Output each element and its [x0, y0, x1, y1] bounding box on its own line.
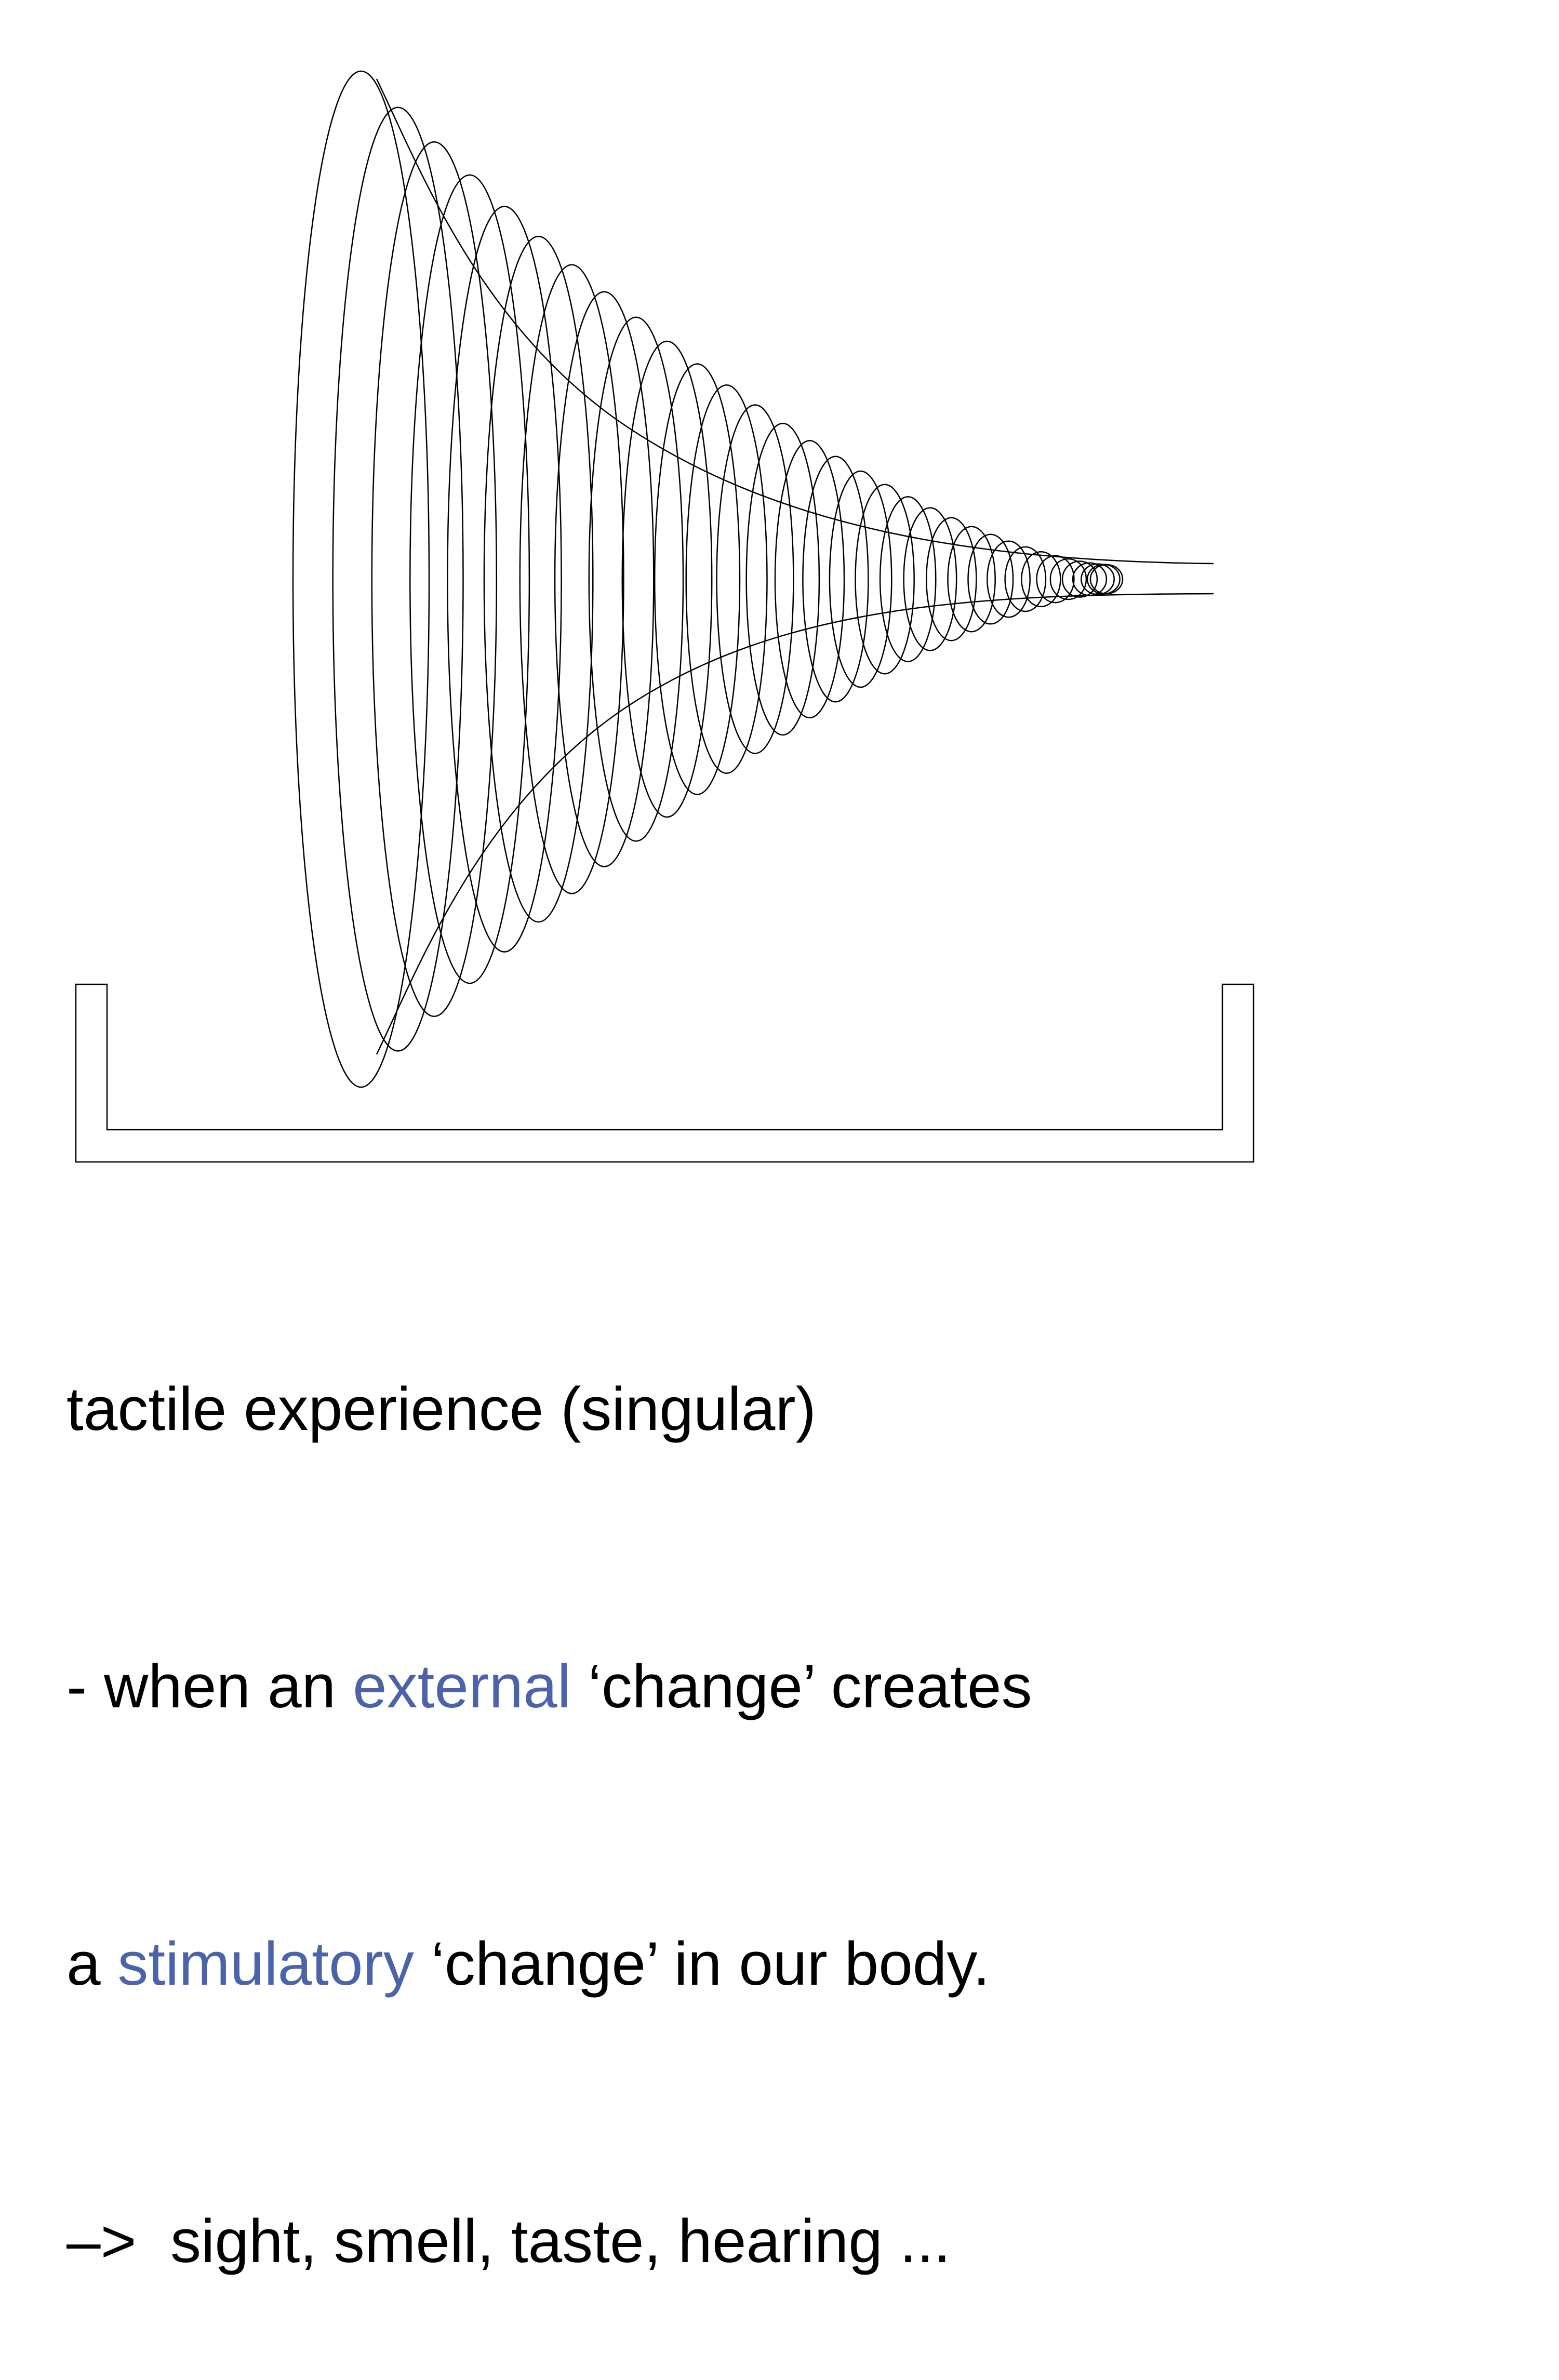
funnel-ellipse — [292, 70, 430, 1088]
funnel-ellipse — [716, 404, 794, 754]
funnel-ellipse — [1004, 546, 1047, 612]
funnel-ellipse — [829, 470, 892, 688]
caption-line-3: a stimulatory ‘change’ in our body. — [66, 1918, 1495, 2010]
funnel-ellipse — [654, 363, 741, 795]
funnel-ellipse — [1061, 560, 1098, 598]
funnel-ellipse — [774, 439, 845, 719]
caption-line-2: - when an external ‘change’ creates — [66, 1640, 1495, 1733]
funnel-ellipse — [588, 316, 684, 842]
funnel-ellipse — [519, 264, 624, 894]
funnel-ellipse — [903, 507, 957, 651]
caption-text: - when an — [66, 1652, 353, 1721]
funnel-ellipse — [1081, 563, 1115, 595]
funnel-ellipse — [1086, 564, 1121, 595]
funnel-ellipse — [1089, 564, 1124, 595]
funnel-ellipse — [802, 456, 869, 703]
funnel-lower-edge — [376, 593, 1214, 1055]
funnel-ellipse — [685, 384, 768, 774]
highlight-external: external — [353, 1652, 571, 1721]
funnel-ellipse — [1036, 555, 1075, 604]
funnel-diagram — [75, 70, 1255, 1163]
funnel-ellipse — [879, 496, 937, 662]
caption-text: ‘change’ creates — [570, 1652, 1032, 1721]
funnel-ellipse — [1049, 558, 1087, 600]
funnel-ellipse — [1021, 551, 1061, 608]
caption-text: ‘change’ in our body. — [414, 1930, 990, 1998]
funnel-ellipse — [554, 291, 655, 867]
funnel-ellipse — [483, 235, 594, 923]
funnel-ellipses — [292, 70, 1124, 1088]
funnel-ellipse — [371, 141, 498, 1017]
tray — [75, 983, 1255, 1163]
funnel-ellipse — [332, 106, 464, 1052]
funnel-ellipse — [947, 526, 996, 633]
caption-line-1: tactile experience (singular) — [66, 1375, 816, 1443]
funnel-ellipse — [409, 174, 530, 984]
funnel-ellipse — [621, 340, 713, 818]
funnel-ellipse — [1072, 562, 1108, 596]
funnel-ellipse — [925, 517, 977, 641]
funnel-upper-edge — [376, 78, 1214, 565]
funnel-ellipse — [987, 540, 1031, 618]
caption-line-4: –> sight, smell, taste, hearing ... — [66, 2207, 951, 2276]
funnel-ellipse — [447, 206, 562, 953]
caption-text: a — [66, 1930, 118, 1998]
funnel-ellipse — [967, 533, 1014, 625]
caption: tactile experience (singular) - when an … — [66, 1178, 1495, 2380]
funnel-ellipse — [745, 422, 820, 736]
funnel-ellipse — [855, 484, 915, 675]
highlight-stimulatory: stimulatory — [117, 1930, 414, 1998]
